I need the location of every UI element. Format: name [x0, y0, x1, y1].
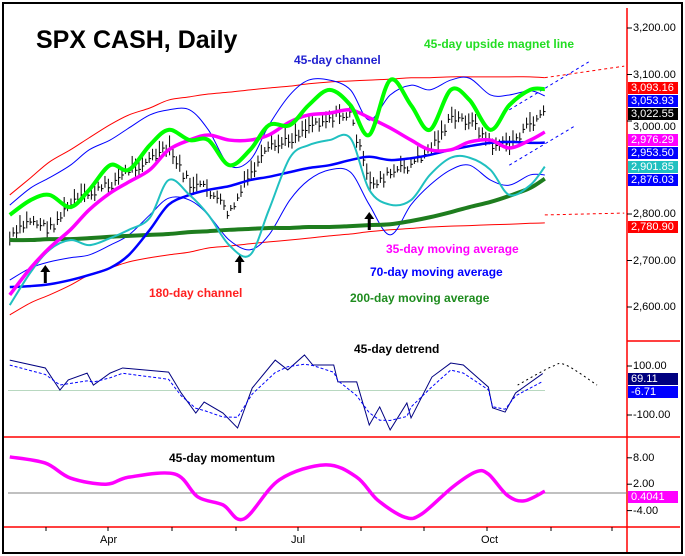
channel45-upper-line: [9, 76, 545, 206]
price-y-tick: 2,700.00: [633, 254, 676, 267]
label-35-day-ma: 35-day moving average: [386, 242, 519, 256]
price-value-label: 2,976.29: [628, 133, 678, 146]
momentum-y-tick: 8.00: [633, 451, 655, 464]
up-arrow-icon: [234, 255, 245, 273]
detrend-y-tick: 100.00: [633, 360, 667, 372]
detrend-smoothed-value-label: -6.71: [628, 386, 678, 399]
price-y-tick: 3,000.00: [633, 120, 676, 133]
label-180-day-channel: 180-day channel: [149, 286, 243, 300]
momentum-line: [9, 455, 546, 522]
momentum-y-tick: -4.00: [633, 504, 659, 517]
momentum-value-label: 0.4041: [628, 491, 678, 504]
channel180-lower-proj-line: [544, 212, 625, 216]
price-value-label: 3,022.55: [628, 107, 678, 120]
label-momentum: 45-day momentum: [169, 451, 276, 465]
momentum-y-tick: 2.00: [633, 478, 655, 491]
channel45-lower-line: [9, 164, 545, 281]
up-arrow-icon: [40, 265, 51, 283]
price-y-tick: 2,600.00: [633, 301, 676, 313]
up-arrow-icon: [364, 212, 375, 230]
x-tick-jul: Jul: [291, 534, 306, 546]
ma200-line: [9, 176, 546, 243]
channel180-upper-line: [9, 76, 545, 196]
channel45-lower-proj-line: [509, 124, 577, 166]
channel180-upper-proj-line: [544, 65, 625, 79]
x-tick-apr: Apr: [100, 534, 118, 546]
price-value-label: 2,953.50: [628, 146, 678, 159]
price-value-label: 2,901.85: [628, 160, 678, 173]
ma35-line: [8, 107, 546, 296]
label-200-day-ma: 200-day moving average: [350, 291, 490, 305]
price-y-tick: 2,800.00: [633, 208, 676, 220]
label-70-day-ma: 70-day moving average: [370, 265, 503, 279]
price-value-label: 3,093.16: [628, 81, 678, 94]
label-detrend: 45-day detrend: [354, 342, 440, 356]
price-value-label: 2,876.03: [628, 173, 678, 186]
detrend-line: [9, 354, 544, 432]
detrend-smoothed-line: [9, 363, 543, 421]
label-upside-magnet: 45-day upside magnet line: [424, 37, 575, 51]
price-y-tick: 3,200.00: [633, 22, 676, 34]
price-value-label: 3,053.93: [628, 94, 678, 107]
cyan-line: [8, 133, 546, 306]
x-tick-oct: Oct: [481, 534, 499, 546]
label-45-day-channel: 45-day channel: [294, 53, 381, 67]
magnet-line: [8, 77, 545, 217]
detrend-projection-line: [517, 362, 598, 386]
price-value-label: 2,780.90: [628, 221, 678, 233]
price-y-tick: 3,100.00: [633, 68, 676, 81]
detrend-value-label: 69.11: [628, 373, 678, 385]
chart-title: SPX CASH, Daily: [36, 26, 238, 54]
detrend-y-tick: -100.00: [633, 409, 671, 421]
